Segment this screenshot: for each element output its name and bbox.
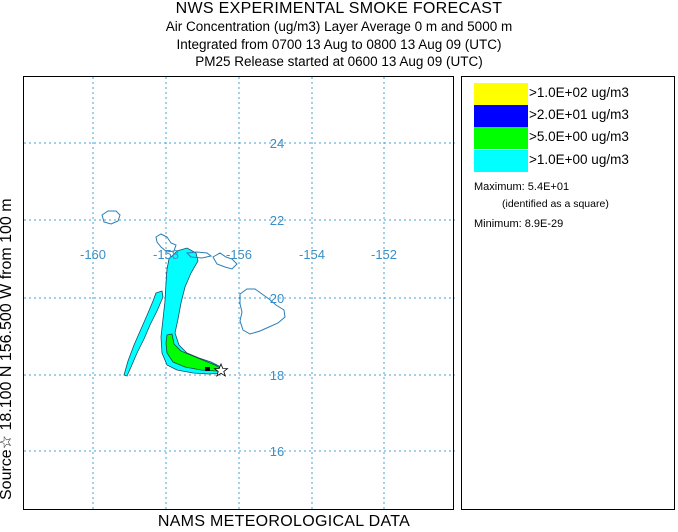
plume-level-1: [123, 247, 222, 377]
island-kauai: [101, 210, 121, 225]
forecast-title: NWS EXPERIMENTAL SMOKE FORECAST: [175, 0, 503, 17]
legend-swatch: [474, 127, 528, 149]
minimum-label: Minimum:: [474, 218, 522, 230]
hawaii-coastlines: [101, 210, 286, 335]
maximum-row: Maximum: 5.4E+01: [474, 181, 569, 193]
island-molokai: [185, 251, 213, 259]
island-maui: [212, 252, 238, 270]
legend-label: >1.0E+00 ug/m3: [529, 152, 629, 167]
star-icon: [213, 362, 229, 377]
legend-label: >5.0E+00 ug/m3: [529, 129, 629, 144]
source-location-label: Source☆ 18.100 N 156.500 W from 100 m: [0, 198, 15, 500]
lon-label: -154: [299, 247, 325, 262]
concentration-subtitle: Air Concentration (ug/m3) Layer Average …: [165, 19, 513, 34]
smoke-map: -160 -158 -156 -154 -152 24 22 20 18 16: [24, 77, 455, 511]
legend-swatch: [474, 83, 528, 105]
maximum-label: Maximum:: [474, 181, 525, 193]
lon-label: -152: [371, 247, 397, 262]
legend-label: >1.0E+02 ug/m3: [529, 85, 629, 100]
lat-label: 24: [270, 136, 284, 151]
lon-label: -156: [226, 247, 252, 262]
maximum-value: 5.4E+01: [527, 181, 570, 193]
legend-swatch: [474, 105, 528, 127]
minimum-row: Minimum: 8.9E-29: [474, 218, 563, 230]
island-hawaii: [239, 288, 286, 335]
data-source-footer: NAMS METEOROLOGICAL DATA: [157, 513, 411, 530]
maximum-square-marker: [205, 367, 210, 371]
lon-label: -160: [80, 247, 106, 262]
minimum-value: 8.9E-29: [524, 218, 564, 230]
integration-period: Integrated from 0700 13 Aug to 0800 13 A…: [176, 37, 502, 52]
release-time: PM25 Release started at 0600 13 Aug 09 (…: [195, 54, 483, 69]
maximum-note: (identified as a square): [502, 198, 609, 210]
map-panel: -160 -158 -156 -154 -152 24 22 20 18 16: [23, 76, 455, 511]
lon-labels: -160 -158 -156 -154 -152: [80, 247, 397, 262]
lon-label: -158: [153, 247, 179, 262]
lat-label: 18: [270, 368, 284, 383]
lat-labels: 24 22 20 18 16: [270, 136, 284, 459]
legend-swatch: [474, 150, 528, 172]
island-oahu: [155, 233, 177, 253]
lat-label: 20: [270, 291, 284, 306]
lat-label: 16: [270, 444, 284, 459]
legend-panel: >1.0E+02 ug/m3 >2.0E+01 ug/m3 >5.0E+00 u…: [461, 76, 675, 510]
lat-label: 22: [270, 213, 284, 228]
legend-label: >2.0E+01 ug/m3: [529, 107, 629, 122]
